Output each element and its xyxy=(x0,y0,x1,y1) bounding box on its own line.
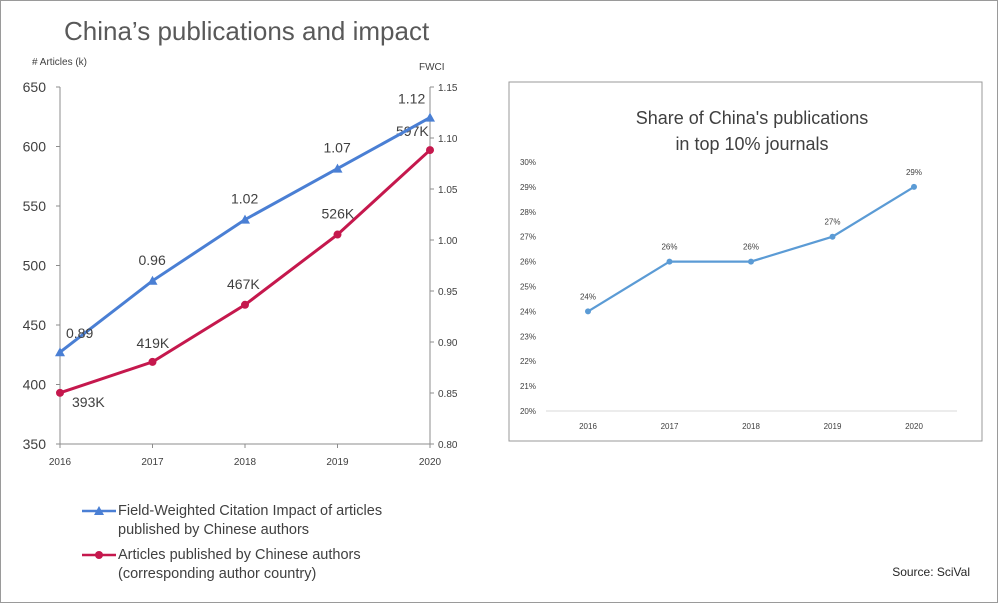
articles-data-label: 393K xyxy=(72,394,105,410)
fwci-point xyxy=(332,163,343,173)
right-y-tick-label: 0.80 xyxy=(438,440,458,451)
share-data-label: 27% xyxy=(824,218,840,227)
legend-marker-articles xyxy=(82,551,116,559)
right-chart-y-tick-label: 30% xyxy=(520,158,536,167)
right-chart-x-tick-label: 2020 xyxy=(905,422,923,431)
legend-label-articles-line2: (corresponding author country) xyxy=(118,566,317,582)
right-y-tick-label: 1.05 xyxy=(438,185,458,196)
articles-data-label: 597K xyxy=(396,123,429,139)
right-chart-x-tick-label: 2016 xyxy=(579,422,597,431)
fwci-point xyxy=(425,112,435,122)
right-chart-y-tick-label: 26% xyxy=(520,258,536,267)
right-chart-y-tick-label: 23% xyxy=(520,332,536,341)
legend-label-articles-line1: Articles published by Chinese authors xyxy=(118,547,361,563)
left-x-tick-label: 2020 xyxy=(419,457,442,468)
right-chart-y-tick-label: 22% xyxy=(520,357,536,366)
share-data-label: 26% xyxy=(743,243,759,252)
share-data-label: 24% xyxy=(580,292,596,301)
left-y-tick-label: 400 xyxy=(23,377,47,393)
left-y-tick-label: 650 xyxy=(23,79,47,95)
articles-data-label: 467K xyxy=(227,276,260,292)
share-point xyxy=(748,258,754,265)
left-y-tick-label: 550 xyxy=(23,198,47,214)
right-chart-y-tick-label: 29% xyxy=(520,183,536,192)
right-chart-x-tick-label: 2017 xyxy=(661,422,679,431)
fwci-data-label: 0.96 xyxy=(139,252,166,268)
right-chart-y-tick-label: 20% xyxy=(520,407,536,416)
left-x-tick-label: 2019 xyxy=(326,457,349,468)
fwci-data-label: 1.02 xyxy=(231,191,258,207)
right-chart-x-tick-label: 2019 xyxy=(824,422,842,431)
articles-data-label: 419K xyxy=(137,335,170,351)
share-data-label: 26% xyxy=(661,243,677,252)
legend-label-fwci-line2: published by Chinese authors xyxy=(118,522,310,538)
articles-point xyxy=(333,230,342,239)
right-chart-y-tick-label: 21% xyxy=(520,382,536,391)
right-y-tick-label: 0.95 xyxy=(438,287,458,298)
legend-label-fwci-line1: Field-Weighted Citation Impact of articl… xyxy=(118,503,383,519)
articles-point xyxy=(148,357,157,366)
right-chart-title-line1: Share of China's publications xyxy=(636,108,869,128)
source-note: Source: SciVal xyxy=(892,565,970,579)
right-y-tick-label: 1.15 xyxy=(438,83,458,94)
left-y-tick-label: 500 xyxy=(23,258,47,274)
left-y-tick-label: 450 xyxy=(23,317,47,333)
right-chart-y-tick-label: 25% xyxy=(520,283,536,292)
share-point xyxy=(666,258,673,265)
right-y-axis-title: FWCI xyxy=(419,62,445,73)
right-y-tick-label: 0.90 xyxy=(438,338,458,349)
share-data-label: 29% xyxy=(906,168,922,177)
articles-point xyxy=(56,388,64,397)
fwci-series-line xyxy=(59,116,431,354)
fwci-point xyxy=(147,275,158,285)
left-y-tick-label: 600 xyxy=(23,139,47,155)
figure-title: China’s publications and impact xyxy=(64,16,430,46)
share-point xyxy=(585,308,591,315)
articles-data-label: 526K xyxy=(322,206,355,222)
fwci-point xyxy=(240,214,250,224)
right-chart-y-tick-label: 27% xyxy=(520,233,536,242)
articles-point xyxy=(241,300,249,309)
fwci-data-label: 0.89 xyxy=(66,325,93,341)
articles-point xyxy=(426,146,434,155)
fwci-data-label: 1.07 xyxy=(324,140,351,156)
left-y-axis-title: # Articles (k) xyxy=(32,57,87,68)
right-chart-y-tick-label: 24% xyxy=(520,307,536,316)
fwci-data-label: 1.12 xyxy=(398,91,425,107)
fwci-point xyxy=(55,347,65,357)
legend-marker-fwci xyxy=(82,506,116,515)
right-y-tick-label: 1.00 xyxy=(438,236,458,247)
share-point xyxy=(911,183,917,190)
left-x-tick-label: 2018 xyxy=(234,457,257,468)
left-x-tick-label: 2016 xyxy=(49,457,72,468)
right-chart-x-tick-label: 2018 xyxy=(742,422,760,431)
left-x-tick-label: 2017 xyxy=(141,457,164,468)
right-y-tick-label: 0.85 xyxy=(438,389,458,400)
articles-series-line xyxy=(59,148,432,395)
right-chart-y-tick-label: 28% xyxy=(520,208,536,217)
right-chart-title-line2: in top 10% journals xyxy=(675,134,828,154)
right-y-tick-label: 1.10 xyxy=(438,134,458,145)
left-y-tick-label: 350 xyxy=(23,436,47,452)
share-point xyxy=(829,233,836,240)
